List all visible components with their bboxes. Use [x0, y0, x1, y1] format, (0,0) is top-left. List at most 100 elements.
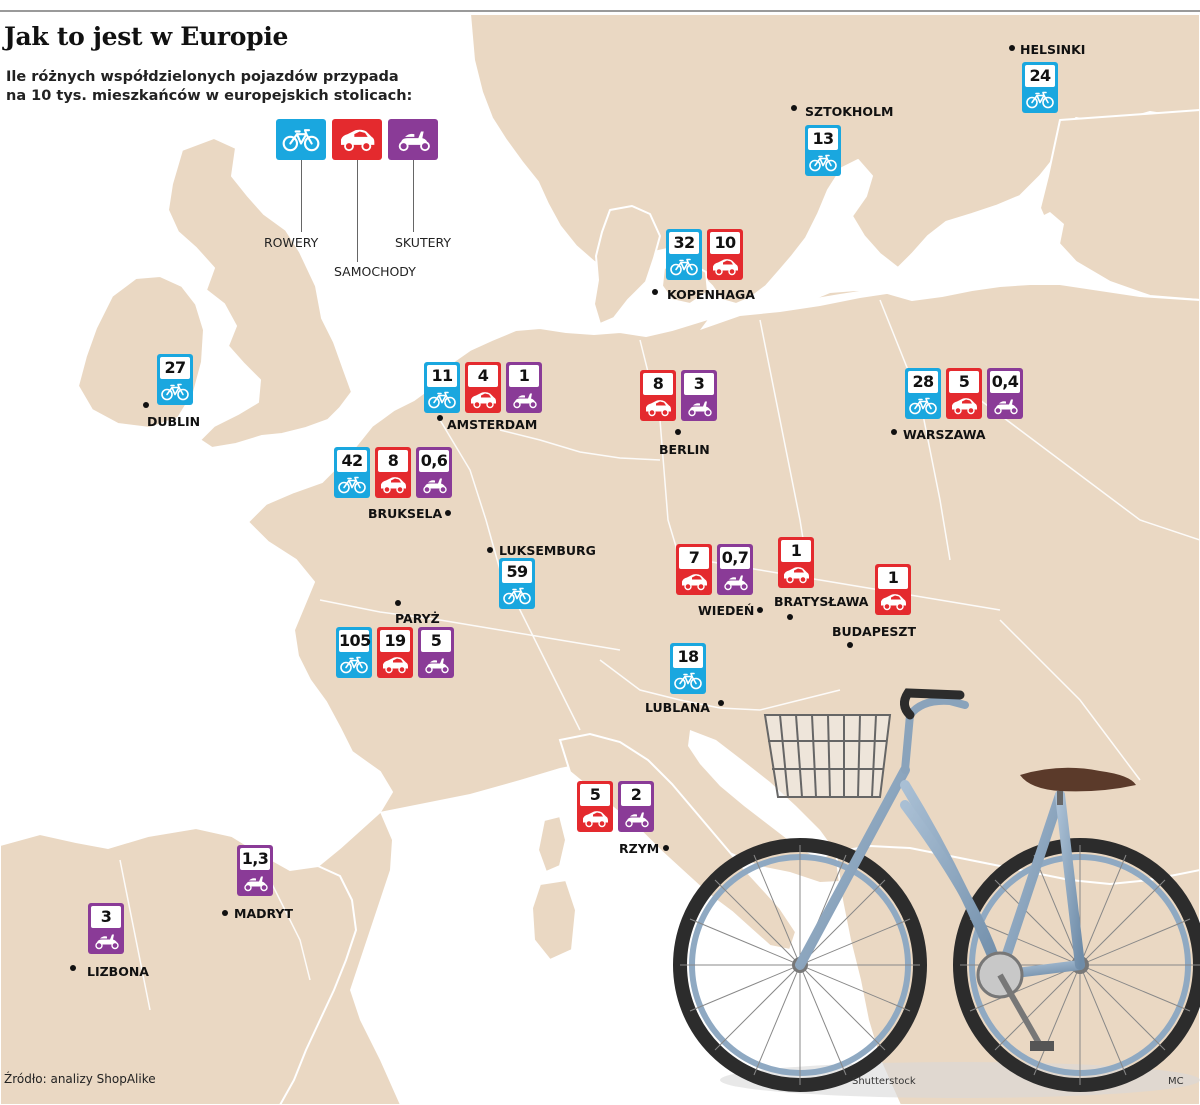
bike-badge: 32: [666, 229, 702, 280]
city-dot: [395, 600, 401, 606]
bicycle-illustration: [673, 688, 1200, 1098]
badge-value: 3: [91, 906, 121, 928]
city-dot: [1009, 45, 1015, 51]
scooter-badge: 0,4: [987, 368, 1023, 419]
bicycle-icon: [340, 656, 368, 674]
car-icon: [646, 400, 671, 417]
city-name: HELSINKI: [1020, 42, 1086, 57]
badge-value: 3: [684, 373, 714, 395]
city-name: RZYM: [619, 841, 660, 856]
photo-credit: Shutterstock: [852, 1076, 916, 1087]
city-dot: [222, 910, 228, 916]
car-badge: 19: [377, 627, 413, 678]
car-icon: [383, 657, 408, 674]
city-dot: [143, 402, 149, 408]
badge-value: 7: [679, 547, 709, 569]
car-badge: 4: [465, 362, 501, 413]
city-name: MADRYT: [234, 906, 294, 921]
ireland-shape: [77, 275, 205, 429]
bicycle-icon: [503, 587, 531, 605]
car-icon: [583, 811, 608, 828]
source-note: Źródło: analizy ShopAlike: [4, 1072, 156, 1086]
city-dot: [70, 965, 76, 971]
legend-car-label: SAMOCHODY: [334, 264, 416, 279]
car-badge: 5: [946, 368, 982, 419]
denmark-shape: [593, 205, 661, 325]
bicycle-icon: [1026, 91, 1054, 109]
finland-east-shape: [1039, 109, 1200, 301]
car-badge: 10: [707, 229, 743, 280]
city-name: BERLIN: [659, 442, 710, 457]
top-rule: [0, 10, 1200, 12]
city-name: LUKSEMBURG: [499, 543, 596, 558]
scooter-icon: [244, 876, 268, 892]
bike-icon: [282, 129, 320, 152]
city-name: SZTOKHOLM: [805, 104, 894, 119]
city-dot: [652, 289, 658, 295]
city-dot: [663, 845, 669, 851]
city-dot: [847, 642, 853, 648]
city-name: LIZBONA: [87, 964, 149, 979]
scooter-icon: [425, 658, 449, 674]
scooter-badge: 1: [506, 362, 542, 413]
scooter-icon: [994, 399, 1018, 415]
city-name: WARSZAWA: [903, 427, 986, 442]
corsica-shape: [536, 814, 568, 874]
badge-value: 24: [1025, 65, 1055, 87]
badge-value: 1: [878, 567, 908, 589]
badge-value: 11: [427, 365, 457, 387]
legend-car-tile: [332, 119, 382, 160]
badge-value: 27: [160, 357, 190, 379]
bicycle-icon: [670, 258, 698, 276]
city-dot: [445, 510, 451, 516]
bike-badge: 27: [157, 354, 193, 405]
scooter-icon: [513, 393, 537, 409]
badge-value: 28: [908, 371, 938, 393]
bicycle-icon: [161, 383, 189, 401]
car-badge: 1: [778, 537, 814, 588]
legend: ROWERY SAMOCHODY SKUTERY: [264, 119, 451, 289]
scooter-badge: 3: [681, 370, 717, 421]
bike-badge: 11: [424, 362, 460, 413]
bike-badge: 13: [805, 125, 841, 176]
badge-value: 8: [378, 450, 408, 472]
chart-subtitle: Ile różnych współdzielonych pojazdów prz…: [6, 68, 412, 106]
badge-value: 4: [468, 365, 498, 387]
car-badge: 8: [375, 447, 411, 498]
scooter-icon: [398, 131, 430, 152]
scooter-icon: [423, 478, 447, 494]
subtitle-line-1: Ile różnych współdzielonych pojazdów prz…: [6, 69, 399, 85]
bike-badge: 59: [499, 558, 535, 609]
badge-value: 0,6: [419, 450, 449, 472]
car-icon: [471, 392, 496, 409]
city-dot: [437, 415, 443, 421]
city-name: DUBLIN: [147, 414, 201, 429]
badge-value: 2: [621, 784, 651, 806]
badge-value: 1,3: [240, 848, 270, 870]
adriatic-sea: [688, 730, 836, 860]
scooter-badge: 2: [618, 781, 654, 832]
badge-value: 13: [808, 128, 838, 150]
city-dot: [718, 700, 724, 706]
legend-scooter-label: SKUTERY: [395, 235, 451, 250]
car-icon: [952, 398, 977, 415]
badge-value: 5: [949, 371, 979, 393]
badge-value: 105: [339, 630, 371, 652]
city-dot: [791, 105, 797, 111]
car-icon: [784, 567, 809, 584]
city-name: WIEDEŃ: [698, 603, 755, 618]
scooter-icon: [95, 934, 119, 950]
car-badge: 8: [640, 370, 676, 421]
scooter-icon: [688, 401, 712, 417]
scooter-badge: 3: [88, 903, 124, 954]
bike-badge: 28: [905, 368, 941, 419]
bike-badge: 105: [336, 627, 372, 678]
baltic-sea: [700, 212, 1064, 330]
city-name: BRATYSŁAWA: [774, 594, 869, 609]
car-badge: 1: [875, 564, 911, 615]
badge-value: 42: [337, 450, 367, 472]
city-name: PARYŻ: [395, 611, 440, 626]
bike-badge: 24: [1022, 62, 1058, 113]
car-badge: 5: [577, 781, 613, 832]
